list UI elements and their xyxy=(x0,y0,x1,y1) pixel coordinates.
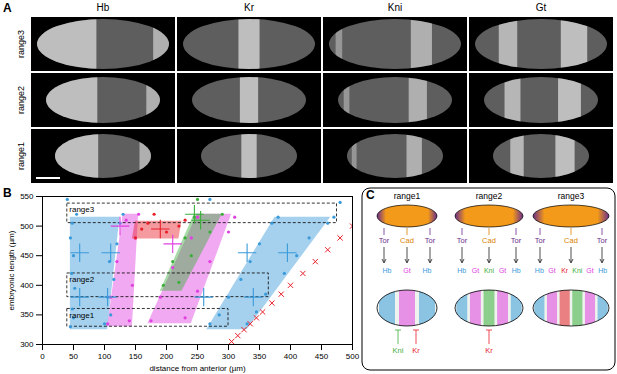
svg-text:250: 250 xyxy=(191,352,205,361)
svg-text:Tor: Tor xyxy=(379,236,390,245)
svg-text:350: 350 xyxy=(253,352,267,361)
svg-text:550: 550 xyxy=(20,192,34,201)
svg-text:50: 50 xyxy=(69,352,78,361)
svg-text:400: 400 xyxy=(284,352,298,361)
svg-text:450: 450 xyxy=(315,352,329,361)
svg-text:Gt: Gt xyxy=(499,267,506,274)
svg-text:Kr: Kr xyxy=(561,267,569,274)
svg-text:Hb: Hb xyxy=(535,267,544,274)
svg-text:Cad: Cad xyxy=(564,236,578,245)
svg-text:Hb: Hb xyxy=(457,267,466,274)
svg-text:500: 500 xyxy=(346,352,360,361)
svg-text:300: 300 xyxy=(222,352,236,361)
svg-text:Kni: Kni xyxy=(388,2,402,13)
svg-text:300: 300 xyxy=(20,340,34,349)
svg-text:500: 500 xyxy=(20,222,34,231)
html-text:B: B xyxy=(3,186,12,200)
svg-text:Gt: Gt xyxy=(586,267,593,274)
svg-text:150: 150 xyxy=(129,352,143,361)
svg-text:Hb: Hb xyxy=(512,267,521,274)
svg-text:Kni: Kni xyxy=(572,267,583,274)
svg-text:Kni: Kni xyxy=(484,267,495,274)
svg-text:Hb: Hb xyxy=(423,267,432,274)
svg-text:0: 0 xyxy=(40,352,45,361)
svg-text:Tor: Tor xyxy=(597,236,608,245)
svg-text:range2: range2 xyxy=(16,86,26,114)
svg-text:C: C xyxy=(366,188,375,202)
svg-text:distance from anterior (µm): distance from anterior (µm) xyxy=(149,364,246,373)
svg-text:Gt: Gt xyxy=(403,267,410,274)
svg-text:Tor: Tor xyxy=(425,236,436,245)
svg-text:Hb: Hb xyxy=(598,267,607,274)
svg-text:range1: range1 xyxy=(394,191,421,201)
svg-text:range1: range1 xyxy=(16,142,26,170)
svg-text:450: 450 xyxy=(20,251,34,260)
svg-text:range1: range1 xyxy=(69,311,94,320)
svg-text:Kni: Kni xyxy=(393,346,404,355)
svg-text:Cad: Cad xyxy=(400,236,414,245)
svg-text:350: 350 xyxy=(20,310,34,319)
svg-text:200: 200 xyxy=(160,352,174,361)
svg-text:Tor: Tor xyxy=(457,236,468,245)
svg-text:range2: range2 xyxy=(476,191,503,201)
svg-text:Tor: Tor xyxy=(535,236,546,245)
svg-text:Hb: Hb xyxy=(383,267,392,274)
svg-text:range3: range3 xyxy=(558,191,585,201)
svg-text:Hb: Hb xyxy=(97,2,110,13)
svg-text:Kr: Kr xyxy=(244,2,255,13)
svg-text:Gt: Gt xyxy=(536,2,547,13)
svg-text:Kr: Kr xyxy=(485,346,493,355)
svg-text:range3: range3 xyxy=(69,205,94,214)
svg-text:Kr: Kr xyxy=(412,346,420,355)
svg-text:A: A xyxy=(3,1,12,15)
svg-text:Cad: Cad xyxy=(482,236,496,245)
svg-text:Gt: Gt xyxy=(472,267,479,274)
svg-text:100: 100 xyxy=(98,352,112,361)
svg-text:Gt: Gt xyxy=(548,267,555,274)
svg-text:range2: range2 xyxy=(69,275,94,284)
svg-text:Tor: Tor xyxy=(511,236,522,245)
svg-text:400: 400 xyxy=(20,281,34,290)
svg-text:range3: range3 xyxy=(16,30,26,58)
svg-text:embryonic length (µm): embryonic length (µm) xyxy=(7,230,16,310)
